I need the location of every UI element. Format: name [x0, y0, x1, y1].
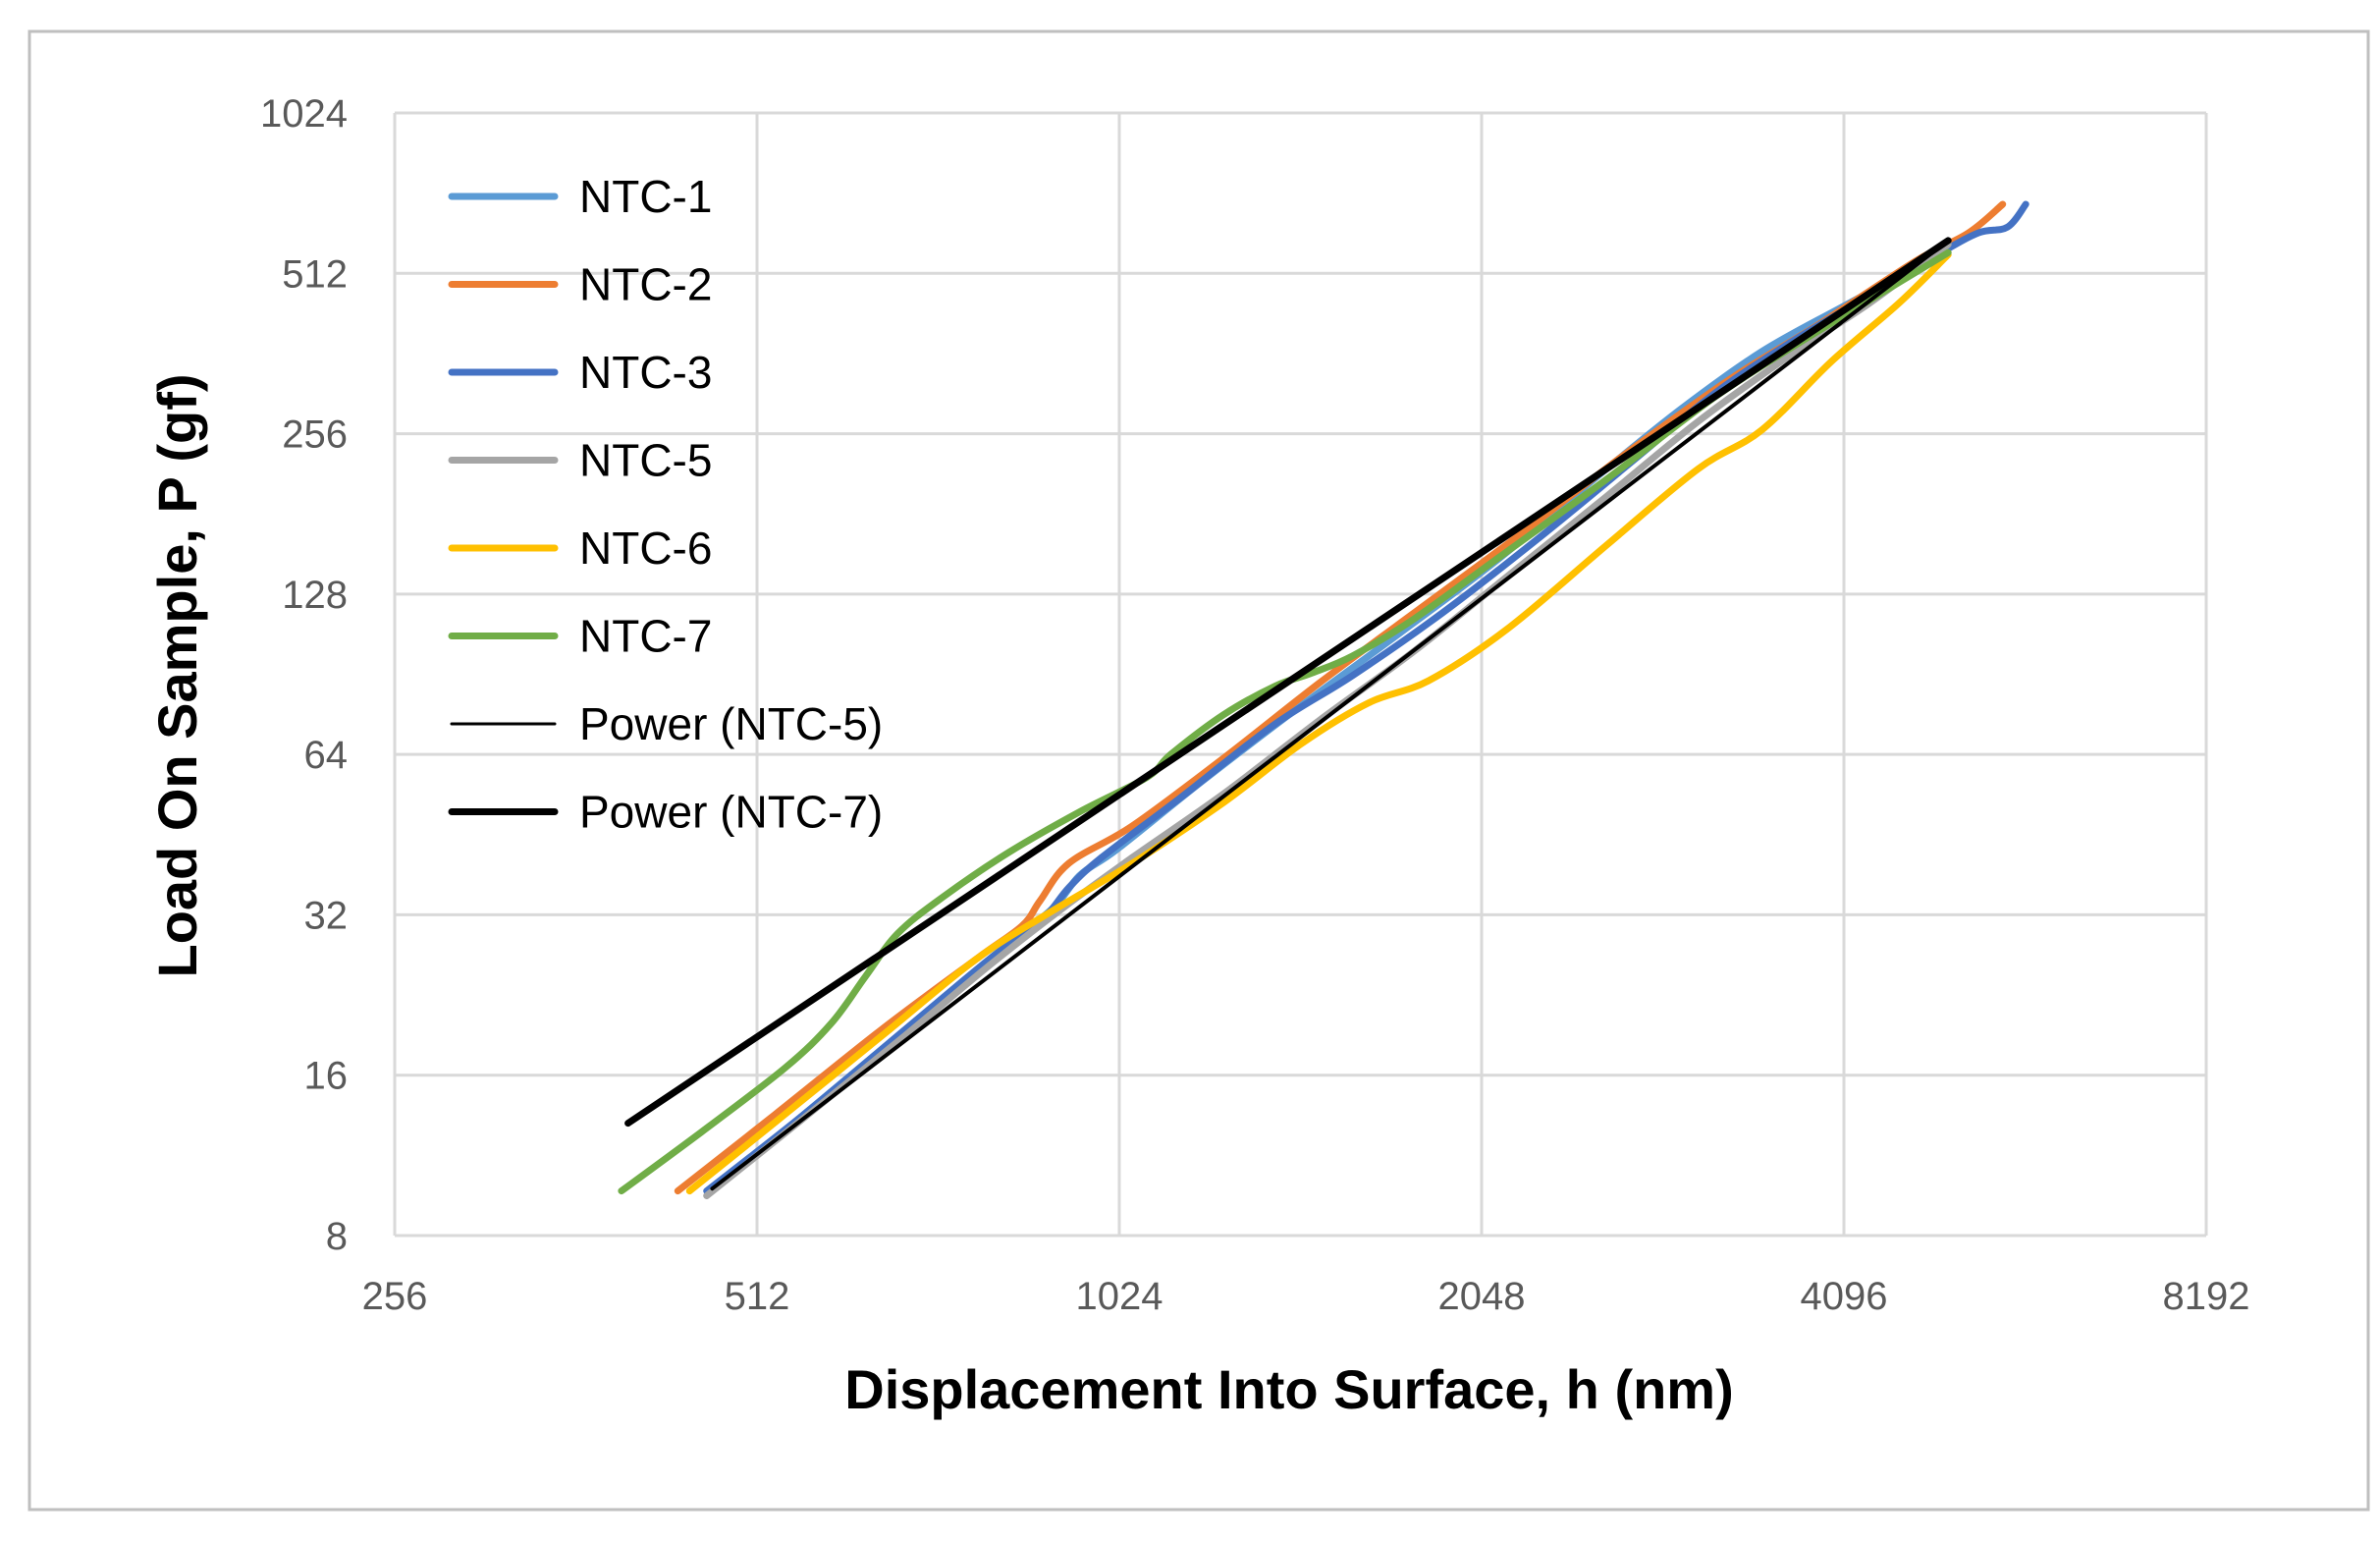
- series-line-power-ntc-7: [624, 237, 1952, 1128]
- series-line-ntc-6: [685, 250, 1952, 1195]
- series-line-power-ntc-5: [710, 238, 1951, 1191]
- legend-label-ntc-2: NTC-2: [579, 259, 712, 310]
- y-tick-label: 8: [326, 1215, 348, 1258]
- legend-label-ntc-7: NTC-7: [579, 611, 712, 662]
- legend-label-ntc-3: NTC-3: [579, 347, 712, 398]
- x-tick-label: 512: [725, 1275, 790, 1318]
- y-tick-label: 32: [304, 894, 349, 937]
- y-tick-label: 1024: [260, 92, 348, 136]
- x-tick-label: 256: [362, 1275, 428, 1318]
- legend-label-power-ntc-5: Power (NTC-5): [579, 698, 883, 749]
- y-tick-label: 64: [304, 734, 349, 777]
- y-axis-title: Load On Sample, P (gf): [146, 373, 208, 977]
- x-tick-label: 8192: [2163, 1275, 2250, 1318]
- tick-labels: 256 512 1024 2048 4096 8192 8 16 32 64 128 256 512 10…: [260, 92, 2249, 1318]
- x-tick-label: 1024: [1076, 1275, 1163, 1318]
- legend-label-power-ntc-7: Power (NTC-7): [579, 787, 883, 838]
- x-axis-title: Displacement Into Surface, h (nm): [844, 1358, 1734, 1420]
- y-tick-label: 128: [282, 574, 348, 617]
- x-tick-label: 4096: [1801, 1275, 1888, 1318]
- x-tick-label: 2048: [1438, 1275, 1526, 1318]
- chart-border: [27, 29, 2370, 1512]
- gridlines: [393, 111, 2208, 1238]
- series-group: [618, 200, 2029, 1199]
- legend-label-ntc-5: NTC-5: [579, 435, 712, 486]
- legend-label-ntc-6: NTC-6: [579, 523, 712, 574]
- series-line-ntc-5: [703, 241, 1952, 1199]
- y-tick-label: 256: [282, 413, 348, 457]
- legend-label-ntc-1: NTC-1: [579, 171, 712, 222]
- legend: NTC-1 NTC-2 NTC-3 NTC-5 NTC-6 NTC-7 Power (NTC…: [448, 171, 883, 838]
- y-tick-label: 512: [282, 252, 348, 296]
- y-tick-label: 16: [304, 1055, 349, 1098]
